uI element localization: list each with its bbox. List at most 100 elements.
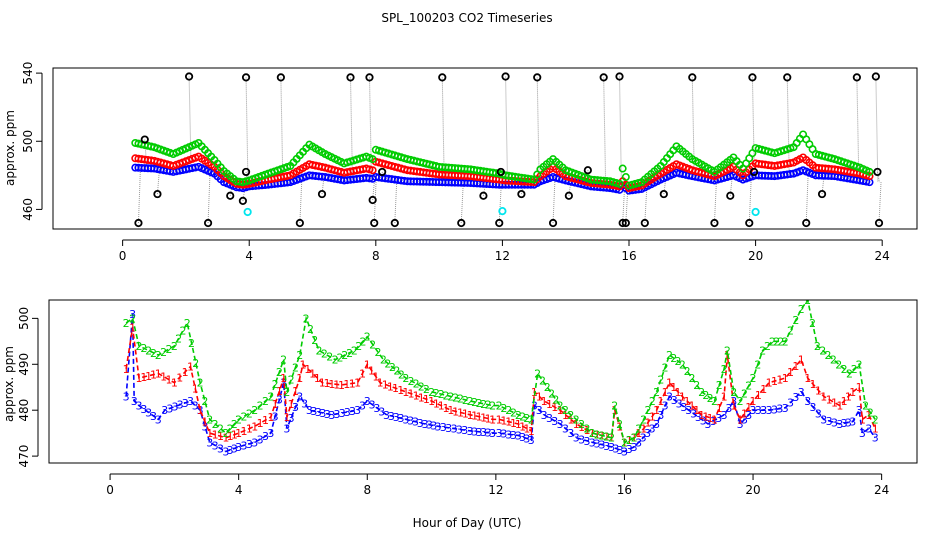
bottom-marker-2: 2 bbox=[562, 404, 569, 417]
bottom-marker-2: 2 bbox=[804, 294, 811, 307]
bottom-marker-2: 2 bbox=[311, 334, 318, 347]
flag-spike bbox=[786, 77, 790, 175]
bottom-marker-1: 1 bbox=[299, 358, 306, 371]
bottom-marker-3: 3 bbox=[500, 428, 507, 441]
top-point-black-flag bbox=[615, 72, 624, 81]
bottom-marker-2: 2 bbox=[539, 374, 546, 387]
bottom-marker-2: 2 bbox=[621, 436, 628, 449]
bottom-marker-3: 3 bbox=[700, 415, 707, 428]
bottom-marker-2: 2 bbox=[272, 378, 279, 391]
bottom-marker-2: 2 bbox=[346, 347, 353, 360]
bottom-marker-1: 1 bbox=[782, 372, 789, 385]
bottom-marker-3: 3 bbox=[787, 397, 794, 410]
bottom-marker-3: 3 bbox=[836, 418, 843, 431]
bottom-marker-3: 3 bbox=[417, 417, 424, 430]
bottom-marker-2: 2 bbox=[246, 407, 253, 420]
bottom-marker-3: 3 bbox=[680, 401, 687, 414]
bottom-marker-2: 2 bbox=[476, 397, 483, 410]
bottom-marker-1: 1 bbox=[471, 410, 478, 423]
bottom-marker-2: 2 bbox=[675, 355, 682, 368]
bottom-marker-1: 1 bbox=[536, 390, 543, 403]
bottom-marker-1: 1 bbox=[657, 395, 664, 408]
bottom-marker-3: 3 bbox=[182, 397, 189, 410]
bottom-marker-3: 3 bbox=[388, 410, 395, 423]
bottom-marker-2: 2 bbox=[862, 400, 869, 413]
bottom-marker-3: 3 bbox=[617, 444, 624, 457]
bottom-marker-3: 3 bbox=[741, 413, 748, 426]
bottom-marker-1: 1 bbox=[433, 397, 440, 410]
top-point-black-flag bbox=[710, 218, 719, 228]
bottom-marker-3: 3 bbox=[359, 400, 366, 413]
top-point-black-flag bbox=[533, 73, 542, 82]
bottom-marker-1: 1 bbox=[136, 372, 143, 385]
bottom-marks: 3333333333333333333333333333333333333333… bbox=[123, 294, 879, 459]
bottom-marker-2: 2 bbox=[452, 392, 459, 405]
bottom-marker-2: 2 bbox=[166, 343, 173, 356]
bottom-marker-3: 3 bbox=[849, 416, 856, 429]
bottom-marker-1: 1 bbox=[645, 416, 652, 429]
bottom-marker-1: 1 bbox=[227, 430, 234, 443]
bottom-marker-3: 3 bbox=[155, 413, 162, 426]
bottom-marker-3: 3 bbox=[310, 405, 317, 418]
bottom-marker-2: 2 bbox=[631, 432, 638, 445]
bottom-marker-2: 2 bbox=[841, 363, 848, 376]
top-point-black-flag bbox=[749, 167, 759, 177]
bottom-marker-3: 3 bbox=[364, 395, 371, 408]
bottom-marker-1: 1 bbox=[235, 427, 242, 440]
bottom-marker-2: 2 bbox=[303, 312, 310, 325]
bottom-marker-2: 2 bbox=[846, 367, 853, 380]
bottom-marker-3: 3 bbox=[872, 432, 879, 445]
bottom-marker-2: 2 bbox=[759, 345, 766, 358]
bottom-marker-1: 1 bbox=[304, 363, 311, 376]
bottom-marker-3: 3 bbox=[276, 393, 283, 406]
x-tick-label: 12 bbox=[495, 249, 510, 263]
bottom-marker-2: 2 bbox=[480, 398, 487, 411]
bottom-marker-3: 3 bbox=[621, 446, 628, 459]
bottom-marker-1: 1 bbox=[836, 400, 843, 413]
bottom-marker-2: 2 bbox=[769, 335, 776, 348]
bottom-marker-1: 1 bbox=[197, 404, 204, 417]
bottom-marker-3: 3 bbox=[649, 423, 656, 436]
bottom-marker-1: 1 bbox=[849, 386, 856, 399]
bottom-marker-2: 2 bbox=[670, 352, 677, 365]
bottom-marker-3: 3 bbox=[640, 432, 647, 445]
top-point-black-flag bbox=[203, 218, 213, 228]
bottom-marker-1: 1 bbox=[489, 413, 496, 426]
bottom-marker-3: 3 bbox=[177, 399, 184, 412]
bottom-marker-2: 2 bbox=[505, 404, 512, 417]
bottom-marker-3: 3 bbox=[201, 420, 208, 433]
bottom-marker-1: 1 bbox=[338, 379, 345, 392]
bottom-marker-3: 3 bbox=[721, 409, 728, 422]
bottom-marker-3: 3 bbox=[402, 413, 409, 426]
bottom-plot-frame bbox=[48, 299, 918, 464]
bottom-marker-3: 3 bbox=[859, 427, 866, 440]
bottom-marker-1: 1 bbox=[792, 360, 799, 373]
bottom-marker-3: 3 bbox=[826, 415, 833, 428]
bottom-marker-2: 2 bbox=[447, 390, 454, 403]
bottom-marker-3: 3 bbox=[480, 426, 487, 439]
bottom-marker-2: 2 bbox=[321, 348, 328, 361]
top-point-green bbox=[526, 175, 535, 184]
top-point-black-flag bbox=[241, 167, 251, 177]
bottom-marker-2: 2 bbox=[611, 400, 618, 413]
bottom-marker-1: 1 bbox=[452, 405, 459, 418]
bottom-marker-1: 1 bbox=[755, 389, 762, 402]
bottom-marker-1: 1 bbox=[737, 413, 744, 426]
bottom-marker-2: 2 bbox=[462, 394, 469, 407]
bottom-marker-2: 2 bbox=[123, 317, 130, 330]
bottom-marker-2: 2 bbox=[510, 406, 517, 419]
bottom-marker-1: 1 bbox=[810, 378, 817, 391]
bottom-marker-1: 1 bbox=[476, 411, 483, 424]
bottom-marker-2: 2 bbox=[433, 387, 440, 400]
bottom-marker-2: 2 bbox=[262, 395, 269, 408]
bottom-marker-2: 2 bbox=[316, 345, 323, 358]
bottom-marker-2: 2 bbox=[548, 387, 555, 400]
top-point-green bbox=[865, 167, 874, 176]
bottom-marker-1: 1 bbox=[166, 374, 173, 387]
bottom-marker-1: 1 bbox=[675, 386, 682, 399]
bottom-marker-1: 1 bbox=[160, 371, 167, 384]
bottom-marker-1: 1 bbox=[272, 398, 279, 411]
top-point-green bbox=[618, 164, 627, 173]
top-y-axis-label: approx. ppm bbox=[3, 110, 17, 186]
